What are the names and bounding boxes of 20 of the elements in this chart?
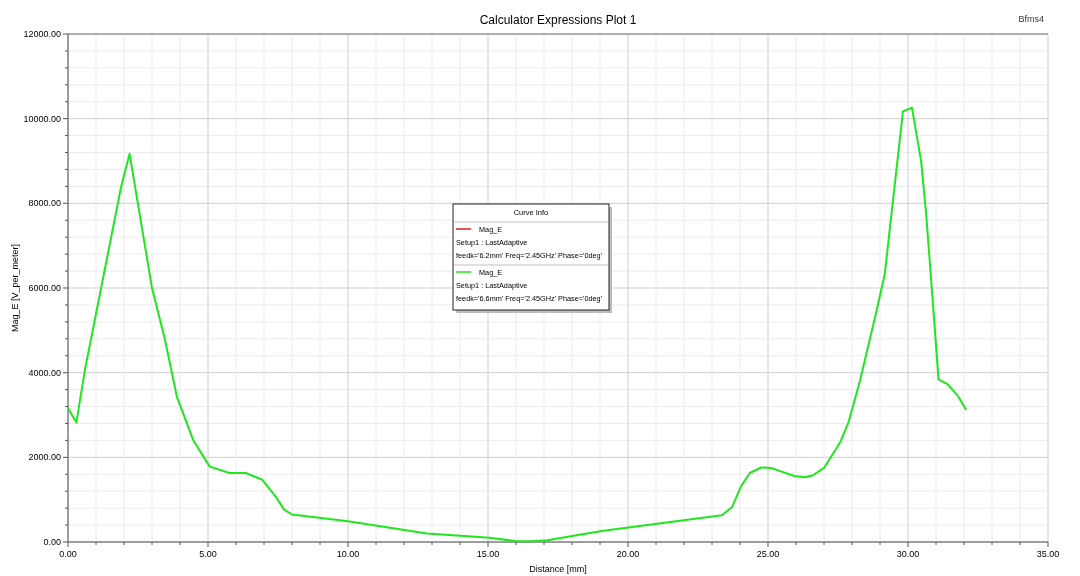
x-tick-label: 15.00: [476, 549, 500, 559]
chart-title: Calculator Expressions Plot 1: [479, 13, 637, 27]
y-tick-label: 10000.00: [23, 113, 61, 124]
y-axis-title: Mag_E [V_per_meter]: [10, 243, 20, 333]
x-tick-label: 35.00: [1036, 549, 1060, 559]
x-tick-label: 25.00: [756, 549, 780, 559]
y-tick-label: 2000.00: [28, 452, 61, 463]
x-axis-title: Distance [mm]: [529, 564, 587, 574]
text: Bfms4: [1018, 14, 1044, 24]
x-tick-label: 30.00: [896, 549, 920, 559]
x-tick-label: 0.00: [59, 549, 77, 559]
x-tick-label: 5.00: [199, 549, 217, 559]
line-series: [67, 106, 968, 543]
y-tick-label: 4000.00: [28, 367, 61, 378]
x-tick-label: 20.00: [616, 549, 640, 559]
y-tick-label: 8000.00: [28, 198, 61, 209]
x-tick-label: 10.00: [336, 549, 360, 559]
y-tick-label: 0.00: [43, 536, 61, 547]
y-tick-label: 6000.00: [28, 282, 61, 293]
y-tick-label: 12000.00: [23, 28, 61, 39]
